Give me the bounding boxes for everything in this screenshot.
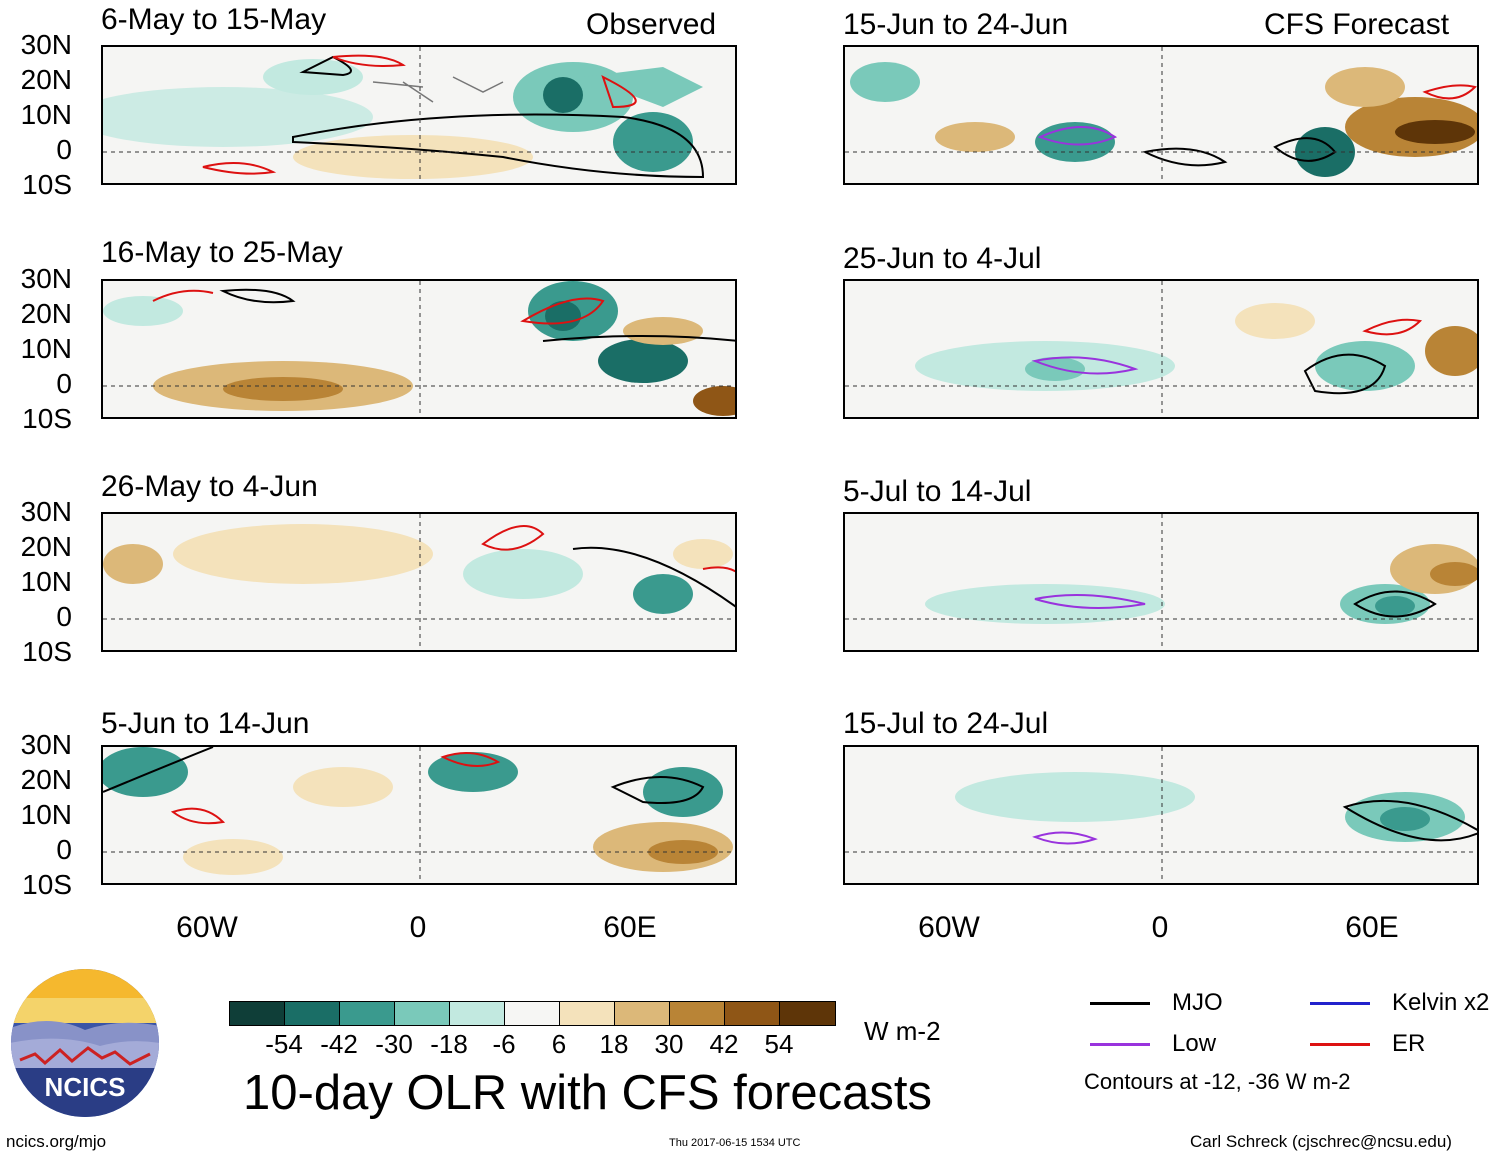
lat-label: 20N — [20, 531, 72, 562]
panel-title: 5-Jun to 14-Jun — [101, 707, 310, 740]
map-panel-p2 — [101, 279, 737, 419]
lat-label: 0 — [56, 368, 72, 399]
lat-label: 20N — [20, 64, 72, 95]
colorbar-label: 42 — [709, 1029, 739, 1059]
panel-title: 26-May to 4-Jun — [101, 470, 318, 503]
legend-label: Kelvin x2 — [1392, 989, 1490, 1016]
map-p7 — [845, 514, 1477, 650]
colorbar-label: 30 — [654, 1029, 684, 1059]
figure-title: 10-day OLR with CFS forecasts — [243, 1066, 932, 1120]
map-p3 — [103, 514, 735, 650]
forecast-header: CFS Forecast — [1264, 8, 1450, 41]
colorbar-label: -18 — [430, 1029, 468, 1059]
colorbar-label: -6 — [492, 1029, 516, 1059]
panel-title: 15-Jun to 24-Jun — [843, 8, 1069, 41]
panel-title: 6-May to 15-May — [101, 3, 327, 36]
map-panel-p5 — [843, 45, 1479, 185]
colorbar-swatch — [725, 1002, 780, 1025]
lat-label: 30N — [20, 729, 72, 760]
legend-line-mjo — [1090, 1002, 1150, 1005]
lat-label: 0 — [56, 134, 72, 165]
lat-label: 30N — [20, 263, 72, 294]
legend-line-er — [1310, 1043, 1370, 1046]
map-panel-p6 — [843, 279, 1479, 419]
lon-label: 0 — [1151, 911, 1169, 944]
colorbar-label: -30 — [375, 1029, 413, 1059]
lon-label: 60W — [176, 911, 238, 944]
colorbar — [229, 1001, 836, 1026]
colorbar-swatch — [505, 1002, 560, 1025]
contour-note: Contours at -12, -36 W m-2 — [1084, 1069, 1351, 1094]
map-p1 — [103, 47, 735, 183]
panel-title: 16-May to 25-May — [101, 236, 343, 269]
lat-label: 10S — [22, 869, 72, 900]
colorbar-units: W m-2 — [864, 1016, 941, 1046]
lon-label: 60E — [603, 911, 657, 944]
lon-label: 0 — [409, 911, 427, 944]
lat-label: 0 — [56, 834, 72, 865]
footer-author: Carl Schreck (cjschrec@ncsu.edu) — [1190, 1132, 1452, 1151]
map-p2 — [103, 281, 735, 417]
lat-label: 10S — [22, 403, 72, 434]
map-panel-p8 — [843, 745, 1479, 885]
colorbar-swatch — [230, 1002, 285, 1025]
footer-url: ncics.org/mjo — [6, 1132, 107, 1151]
colorbar-swatch — [615, 1002, 670, 1025]
lat-label: 10N — [20, 99, 72, 130]
colorbar-swatch — [340, 1002, 395, 1025]
lat-label: 10S — [22, 636, 72, 667]
colorbar-swatch — [670, 1002, 725, 1025]
logo-text: NCICS — [45, 1072, 126, 1102]
map-panel-p4 — [101, 745, 737, 885]
legend-label: Low — [1172, 1030, 1217, 1057]
colorbar-label: 6 — [551, 1029, 567, 1059]
map-p8 — [845, 747, 1477, 883]
map-panel-p1 — [101, 45, 737, 185]
lat-label: 30N — [20, 29, 72, 60]
lat-label: 0 — [56, 601, 72, 632]
colorbar-label: -42 — [320, 1029, 358, 1059]
lat-label: 30N — [20, 496, 72, 527]
map-p5 — [845, 47, 1477, 183]
lat-label: 10S — [22, 169, 72, 200]
legend-line-kelvin — [1310, 1002, 1370, 1005]
panel-title: 15-Jul to 24-Jul — [843, 707, 1049, 740]
colorbar-swatch — [450, 1002, 505, 1025]
map-p4 — [103, 747, 735, 883]
map-panel-p7 — [843, 512, 1479, 652]
colorbar-swatch — [285, 1002, 340, 1025]
legend-label: ER — [1392, 1030, 1426, 1057]
lat-label: 10N — [20, 566, 72, 597]
colorbar-swatch — [560, 1002, 615, 1025]
panel-title: 25-Jun to 4-Jul — [843, 242, 1042, 275]
colorbar-swatch — [395, 1002, 450, 1025]
lat-label: 20N — [20, 298, 72, 329]
lat-label: 10N — [20, 333, 72, 364]
colorbar-label: -54 — [265, 1029, 303, 1059]
lon-label: 60E — [1345, 911, 1399, 944]
legend-label: MJO — [1172, 989, 1223, 1016]
footer-timestamp: Thu 2017-06-15 1534 UTC — [669, 1137, 801, 1149]
map-panel-p3 — [101, 512, 737, 652]
lat-label: 10N — [20, 799, 72, 830]
colorbar-label: 54 — [764, 1029, 794, 1059]
observed-header: Observed — [586, 8, 717, 41]
lat-label: 20N — [20, 764, 72, 795]
colorbar-label: 18 — [599, 1029, 629, 1059]
colorbar-swatch — [780, 1002, 835, 1025]
map-p6 — [845, 281, 1477, 417]
legend-line-low — [1090, 1043, 1150, 1046]
lon-label: 60W — [918, 911, 980, 944]
ncics-logo: NCICS — [10, 968, 160, 1118]
panel-title: 5-Jul to 14-Jul — [843, 475, 1032, 508]
